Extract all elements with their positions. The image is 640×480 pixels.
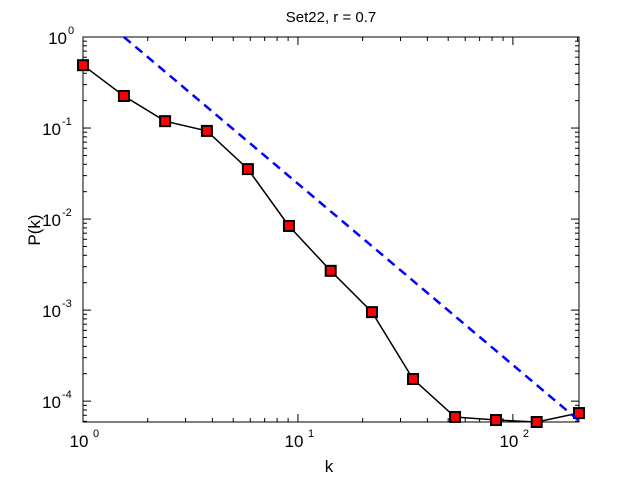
y-tick-label: 10 <box>42 211 61 230</box>
y-tick-exponent: 0 <box>68 25 74 37</box>
minor-ticks <box>83 37 579 422</box>
data-point-marker <box>530 416 543 428</box>
y-tick-exponent: -2 <box>62 207 72 219</box>
data-point-marker <box>324 264 337 277</box>
x-tick-label: 10 <box>70 432 89 451</box>
x-tick-exponent: 2 <box>523 428 529 440</box>
y-tick-label: 10 <box>42 120 61 139</box>
data-point-marker <box>365 306 378 319</box>
series-layer <box>77 36 585 428</box>
y-tick-label: 10 <box>48 29 67 48</box>
reference-line <box>123 36 580 422</box>
data-point-marker <box>449 410 462 423</box>
data-point-marker <box>200 124 213 137</box>
y-axis-label: P(k) <box>25 214 44 245</box>
y-tick-label: 10 <box>42 302 61 321</box>
data-point-marker <box>573 407 585 420</box>
y-tick-exponent: -1 <box>62 116 72 128</box>
x-tick-label: 10 <box>284 432 303 451</box>
y-tick-exponent: -4 <box>62 389 72 401</box>
x-tick-label: 10 <box>499 432 518 451</box>
x-tick-exponent: 1 <box>308 428 314 440</box>
y-tick-exponent: -3 <box>62 298 72 310</box>
x-tick-exponent: 0 <box>93 428 99 440</box>
data-point-marker <box>117 89 130 102</box>
data-point-marker <box>77 59 89 72</box>
x-axis-label: k <box>325 457 334 476</box>
data-point-marker <box>159 115 172 128</box>
data-point-marker <box>282 219 295 232</box>
data-point-marker <box>241 163 254 176</box>
y-tick-label: 10 <box>42 393 61 412</box>
x-tick-labels: 10 0 10 1 10 2 <box>70 428 529 451</box>
chart-title: Set22, r = 0.7 <box>286 9 376 26</box>
data-point-marker <box>407 373 420 386</box>
axes-box <box>82 36 580 423</box>
data-point-marker <box>489 414 502 427</box>
major-ticks <box>82 36 579 422</box>
